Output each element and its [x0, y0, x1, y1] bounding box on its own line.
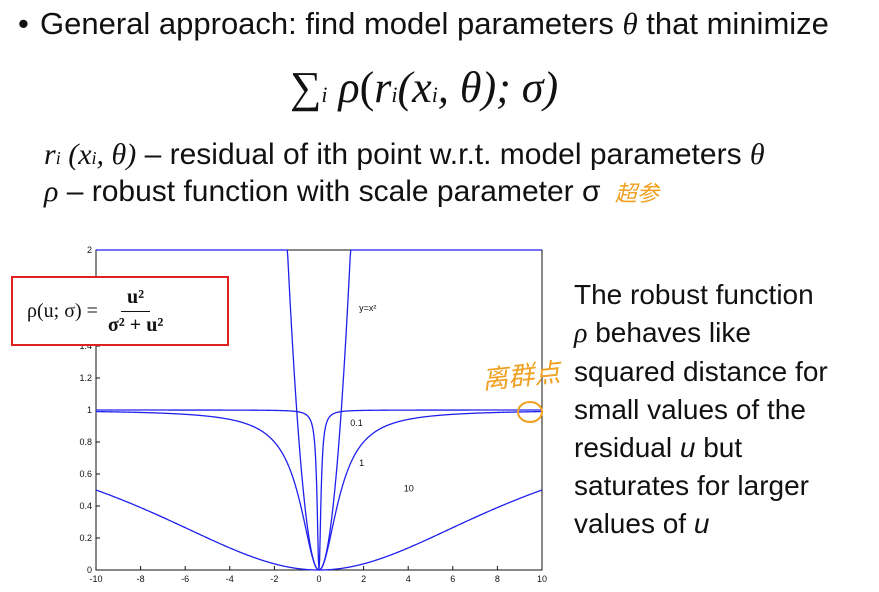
- r-def-args: (x: [60, 138, 92, 171]
- r-sub: i: [391, 82, 398, 107]
- theta-symbol: θ: [622, 6, 638, 41]
- y-tick-label: 0.8: [79, 437, 92, 447]
- side-line-6: saturates for larger: [574, 470, 809, 501]
- side-line-7: values of u: [574, 505, 828, 543]
- x-tick-label: -2: [270, 574, 278, 584]
- series-line-10: [95, 489, 543, 571]
- side-line-2: ρ behaves like: [574, 314, 828, 353]
- rho-symbol: ρ: [338, 63, 360, 112]
- y-tick-label: 1: [87, 405, 92, 415]
- open-paren: (: [359, 63, 375, 112]
- x-tick-label: -4: [226, 574, 234, 584]
- side-explanation: The robust function ρ behaves like squar…: [574, 276, 828, 543]
- x-tick-label: 8: [495, 574, 500, 584]
- x-tick-label: 0: [316, 574, 321, 584]
- residual-definition: ri (xi, θ) – residual of ith point w.r.t…: [44, 138, 765, 172]
- formula-box: ρ(u; σ) = u² σ² + u²: [11, 276, 229, 346]
- objective-formula: ∑i ρ(ri(xi, θ); σ): [290, 62, 558, 113]
- formula-denominator: σ² + u²: [107, 313, 164, 336]
- x-def-sub: i: [91, 148, 97, 168]
- side-line-3: squared distance for: [574, 356, 828, 387]
- x-tick-label: 2: [361, 574, 366, 584]
- x-sub: i: [431, 82, 438, 107]
- rho-description: – robust function with scale parameter σ: [58, 175, 601, 208]
- approach-text-tail: that minimize: [637, 6, 829, 41]
- y-tick-label: 0.6: [79, 469, 92, 479]
- x-tick-label: -10: [89, 574, 102, 584]
- side-rho: ρ: [574, 318, 588, 349]
- r-def-sub: i: [55, 148, 61, 168]
- y-tick-label: 0: [87, 565, 92, 575]
- y-tick-label: 1.4: [79, 341, 92, 351]
- curve-label: y=x²: [359, 303, 376, 313]
- curve-label: 0.1: [350, 418, 363, 428]
- side-line-2-text: behaves like: [587, 317, 751, 348]
- side-line-5: residual u but: [574, 429, 828, 467]
- formula-lhs: ρ(u; σ) =: [27, 299, 98, 322]
- r-def-tail: , θ): [96, 138, 137, 171]
- side-u-1: u: [679, 432, 696, 463]
- curve-label: 10: [404, 484, 414, 494]
- y-tick-label: 2: [87, 245, 92, 255]
- approach-text: General approach: find model parameters: [40, 6, 623, 41]
- side-line-7-pre: values of: [574, 508, 694, 539]
- sum-symbol: ∑: [290, 63, 322, 112]
- side-line-1: The robust function: [574, 279, 814, 310]
- x-tick-label: 6: [450, 574, 455, 584]
- tick-group: -10 -8 -6 -4 -2 0 2 4 6 8 10 0 0.2 0.4 0.6 0.8 1 1.2 1.4 2: [79, 245, 547, 584]
- formula-fraction: u² σ² + u²: [108, 286, 163, 337]
- theta-def: θ: [749, 138, 765, 171]
- side-u-2: u: [693, 508, 710, 539]
- outlier-circle: [517, 401, 543, 423]
- x-tick-label: 10: [537, 574, 547, 584]
- r-def-symbol: r: [44, 138, 56, 171]
- y-tick-label: 1.2: [79, 373, 92, 383]
- curve-label-group: y=x² 0.1 1 10: [350, 303, 414, 494]
- x-tick-label: -8: [137, 574, 145, 584]
- x-args: (x: [397, 63, 432, 112]
- bullet-dot: •: [18, 6, 29, 41]
- y-tick-label: 0.2: [79, 533, 92, 543]
- x-tick-label: 4: [406, 574, 411, 584]
- side-line-5-post: but: [695, 432, 743, 463]
- bullet-line: • General approach: find model parameters…: [18, 6, 829, 42]
- x-tick-label: -6: [181, 574, 189, 584]
- rho-def-symbol: ρ: [44, 175, 59, 208]
- args-tail: , θ); σ): [437, 63, 559, 112]
- formula-numerator: u²: [121, 286, 151, 312]
- handwritten-note: 超参: [614, 182, 659, 207]
- r-symbol: r: [374, 63, 392, 112]
- rho-definition: ρ – robust function with scale parameter…: [44, 175, 659, 209]
- sum-index: i: [321, 82, 328, 107]
- curve-label: 1: [359, 458, 364, 468]
- residual-description: – residual of ith point w.r.t. model par…: [136, 138, 750, 171]
- side-line-5-pre: residual: [574, 432, 680, 463]
- side-line-4: small values of the: [574, 394, 806, 425]
- y-tick-label: 0.4: [79, 501, 92, 511]
- curve-group: [95, 249, 543, 571]
